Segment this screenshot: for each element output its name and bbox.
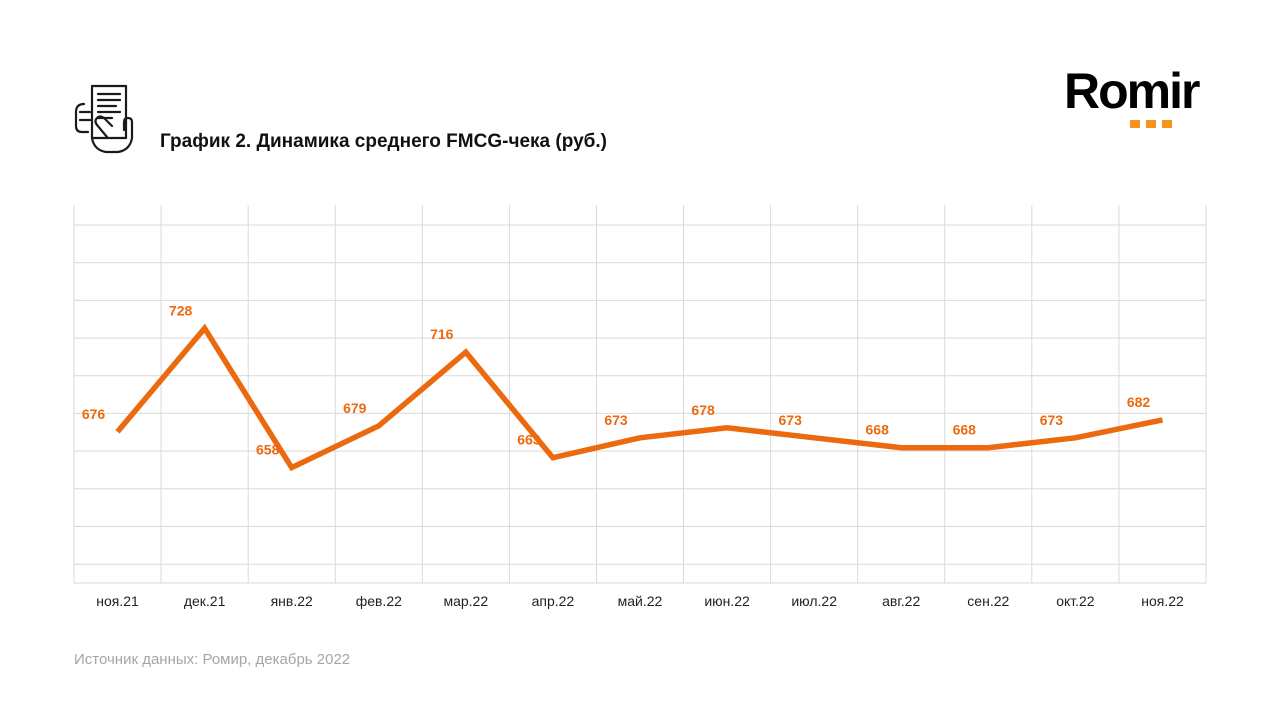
logo-dot bbox=[1146, 120, 1156, 128]
data-label: 673 bbox=[779, 412, 803, 428]
data-label: 668 bbox=[866, 422, 890, 438]
data-label: 679 bbox=[343, 400, 367, 416]
x-tick-label: дек.21 bbox=[184, 593, 226, 609]
x-tick-label: янв.22 bbox=[271, 593, 313, 609]
receipt-hand-icon bbox=[74, 84, 134, 154]
x-tick-label: окт.22 bbox=[1056, 593, 1095, 609]
logo-dot bbox=[1162, 120, 1172, 128]
x-tick-label: июн.22 bbox=[704, 593, 750, 609]
logo-dots bbox=[1130, 120, 1172, 128]
data-label: 658 bbox=[256, 442, 280, 458]
x-tick-label: ноя.21 bbox=[96, 593, 139, 609]
data-label: 728 bbox=[169, 302, 193, 318]
logo-wordmark: Romir bbox=[1064, 63, 1200, 119]
data-label: 678 bbox=[691, 402, 715, 418]
data-label: 682 bbox=[1127, 394, 1151, 410]
chart-title: График 2. Динамика среднего FMCG-чека (р… bbox=[160, 131, 607, 152]
romir-logo: Romir bbox=[1064, 64, 1214, 128]
source-note: Источник данных: Ромир, декабрь 2022 bbox=[74, 651, 351, 668]
data-label: 668 bbox=[953, 422, 977, 438]
x-tick-label: фев.22 bbox=[356, 593, 402, 609]
x-tick-label: июл.22 bbox=[791, 593, 837, 609]
data-label: 673 bbox=[604, 412, 628, 428]
x-tick-label: сен.22 bbox=[967, 593, 1009, 609]
data-label: 673 bbox=[1040, 412, 1064, 428]
data-label: 663 bbox=[517, 432, 541, 448]
x-tick-label: мар.22 bbox=[443, 593, 488, 609]
x-tick-label: ноя.22 bbox=[1141, 593, 1184, 609]
x-tick-label: май.22 bbox=[618, 593, 663, 609]
data-label: 676 bbox=[82, 406, 106, 422]
x-tick-label: апр.22 bbox=[532, 593, 575, 609]
logo-dot bbox=[1130, 120, 1140, 128]
data-label: 716 bbox=[430, 326, 454, 342]
x-tick-label: авг.22 bbox=[882, 593, 920, 609]
